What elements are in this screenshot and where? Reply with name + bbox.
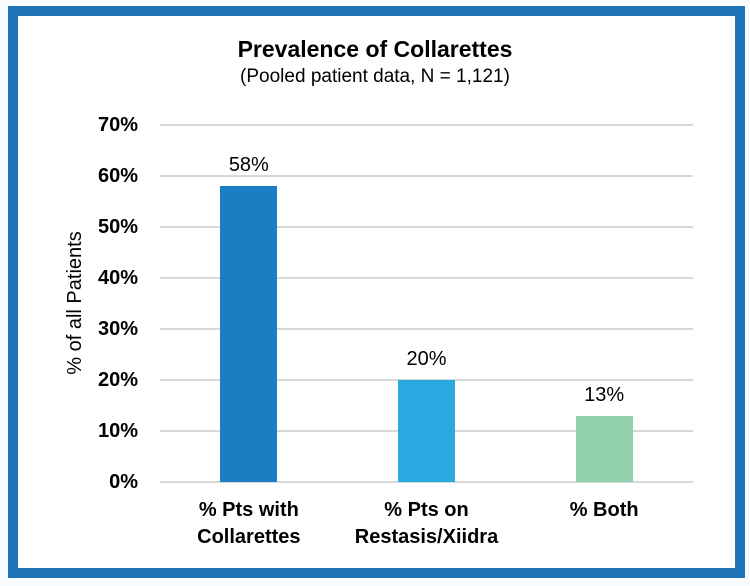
gridline-0 bbox=[160, 481, 693, 483]
bar-value-label-both: 13% bbox=[584, 384, 625, 406]
plot-area: 58% 20% 13% bbox=[160, 124, 693, 483]
bar-pts-on-restasis-xiidra bbox=[398, 380, 455, 482]
y-tick-label-60: 60% bbox=[97, 165, 138, 187]
chart-title: Prevalence of Collarettes bbox=[237, 36, 513, 62]
x-category-label-pts-with-collarettes: % Pts with Collarettes bbox=[197, 499, 301, 548]
y-tick-label-0: 0% bbox=[109, 471, 138, 493]
gridline-70 bbox=[160, 124, 693, 126]
gridline-60 bbox=[160, 175, 693, 177]
gridline-40 bbox=[160, 277, 693, 279]
bar-both bbox=[575, 416, 633, 482]
y-tick-label-70: 70% bbox=[97, 114, 138, 136]
chart-subtitle: (Pooled patient data, N = 1,121) bbox=[240, 66, 510, 87]
bar-value-label-pts-with-collarettes: 58% bbox=[228, 154, 269, 176]
y-tick-label-20: 20% bbox=[97, 369, 138, 391]
y-tick-label-40: 40% bbox=[97, 267, 138, 289]
gridline-50 bbox=[160, 226, 693, 228]
y-tick-label-30: 30% bbox=[97, 318, 138, 340]
gridline-30 bbox=[160, 328, 693, 330]
bar-value-label-pts-on-restasis-xiidra: 20% bbox=[406, 348, 447, 370]
y-tick-label-10: 10% bbox=[97, 420, 138, 442]
x-category-label-pts-on-restasis-xiidra: % Pts on Restasis/Xiidra bbox=[354, 499, 499, 548]
y-tick-label-50: 50% bbox=[97, 216, 138, 238]
bar-pts-with-collarettes bbox=[220, 186, 278, 482]
x-category-label-both: % Both bbox=[569, 499, 639, 521]
